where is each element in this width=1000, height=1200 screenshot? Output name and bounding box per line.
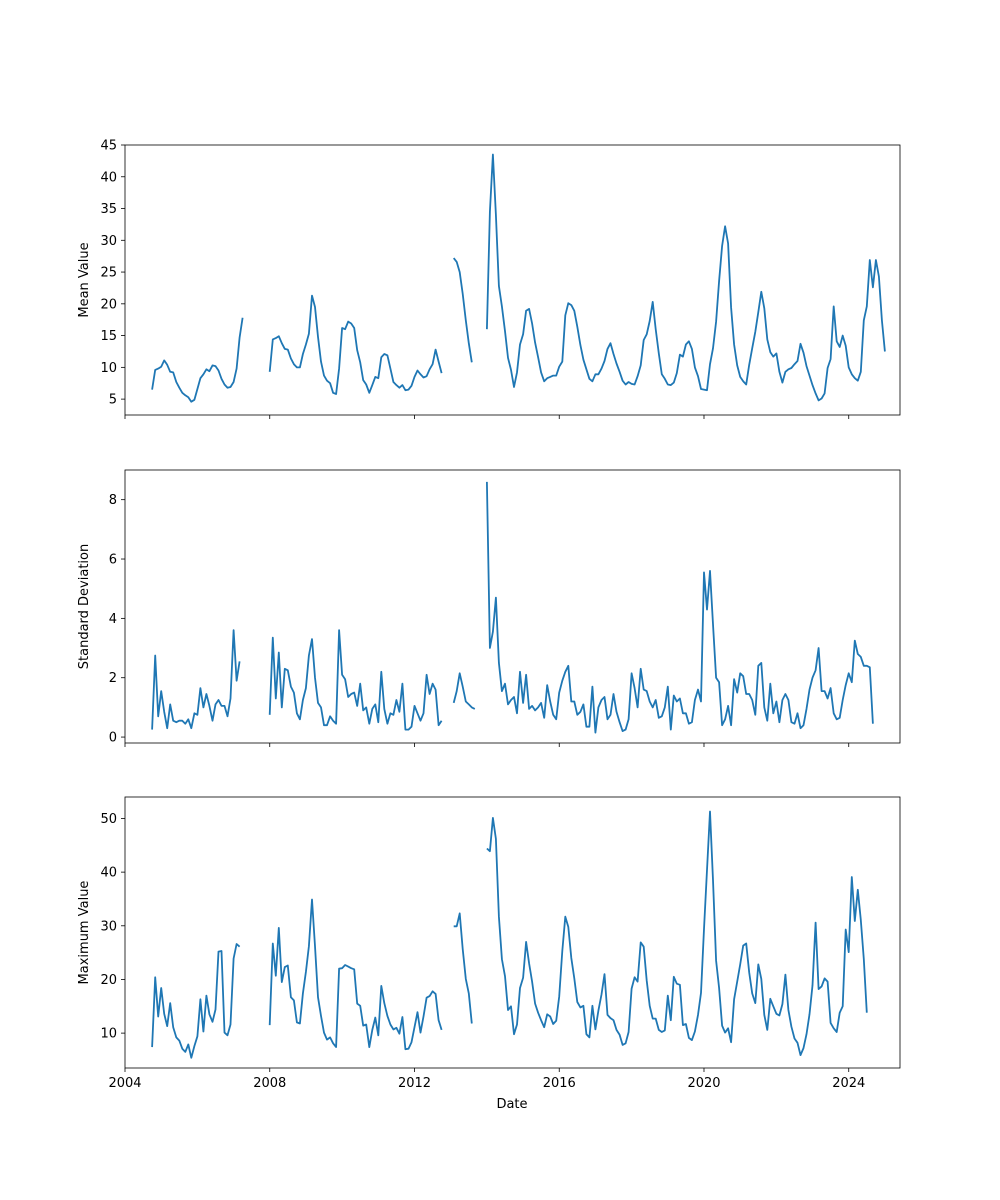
y-tick-label: 0 <box>109 731 117 746</box>
y-tick-label: 10 <box>100 361 117 376</box>
y-tick-label: 10 <box>100 1027 117 1042</box>
x-tick-label: 2008 <box>253 1076 286 1091</box>
series-line-segment <box>268 898 443 1051</box>
plot-frame <box>124 144 901 416</box>
series-line-segment <box>486 810 868 1056</box>
y-tick-label: 8 <box>109 493 117 508</box>
y-tick-label: 4 <box>109 612 117 627</box>
series-line-segment <box>151 943 241 1059</box>
plot-frame <box>124 469 901 744</box>
series-line-segment <box>452 257 473 363</box>
series-line-segment <box>151 317 244 403</box>
y-axis-label: Standard Deviation <box>77 544 92 669</box>
y-tick-label: 5 <box>109 393 117 408</box>
y-tick-label: 25 <box>100 266 117 281</box>
x-tick-label: 2004 <box>108 1076 141 1091</box>
y-axis-label: Maximum Value <box>77 881 92 985</box>
chart-panel: 2004 2008 2012 2016 2020 2024 10 20 30 40 50 Maximu… <box>77 796 901 1091</box>
y-tick-label: 15 <box>100 329 117 344</box>
y-tick-label: 40 <box>100 170 117 185</box>
y-tick-label: 20 <box>100 297 117 312</box>
series-line-segment <box>268 629 443 731</box>
y-tick-label: 35 <box>100 202 117 217</box>
series-line-segment <box>486 481 874 734</box>
y-tick-label: 40 <box>100 866 117 881</box>
plot-frame <box>124 796 901 1069</box>
y-tick-label: 50 <box>100 812 117 827</box>
x-tick-label: 2024 <box>832 1076 865 1091</box>
y-tick-label: 30 <box>100 234 117 249</box>
series-line-segment <box>486 153 886 402</box>
series-line-segment <box>151 629 241 730</box>
y-tick-label: 20 <box>100 973 117 988</box>
series-line-segment <box>268 294 443 395</box>
series-line-segment <box>453 912 473 1024</box>
series-line-segment <box>452 672 476 710</box>
y-axis-label: Mean Value <box>77 242 92 317</box>
x-tick-label: 2016 <box>543 1076 576 1091</box>
chart-panel: 0 2 4 6 8 Standard Deviation <box>77 469 901 747</box>
y-tick-label: 2 <box>109 671 117 686</box>
y-tick-label: 45 <box>100 139 117 154</box>
y-tick-label: 30 <box>100 919 117 934</box>
x-tick-label: 2012 <box>398 1076 431 1091</box>
x-tick-label: 2020 <box>687 1076 720 1091</box>
x-axis-label: Date <box>496 1097 527 1112</box>
chart-panel: 5 10 15 20 25 30 35 40 45 Mean Value <box>77 139 901 419</box>
y-tick-label: 6 <box>109 553 117 568</box>
